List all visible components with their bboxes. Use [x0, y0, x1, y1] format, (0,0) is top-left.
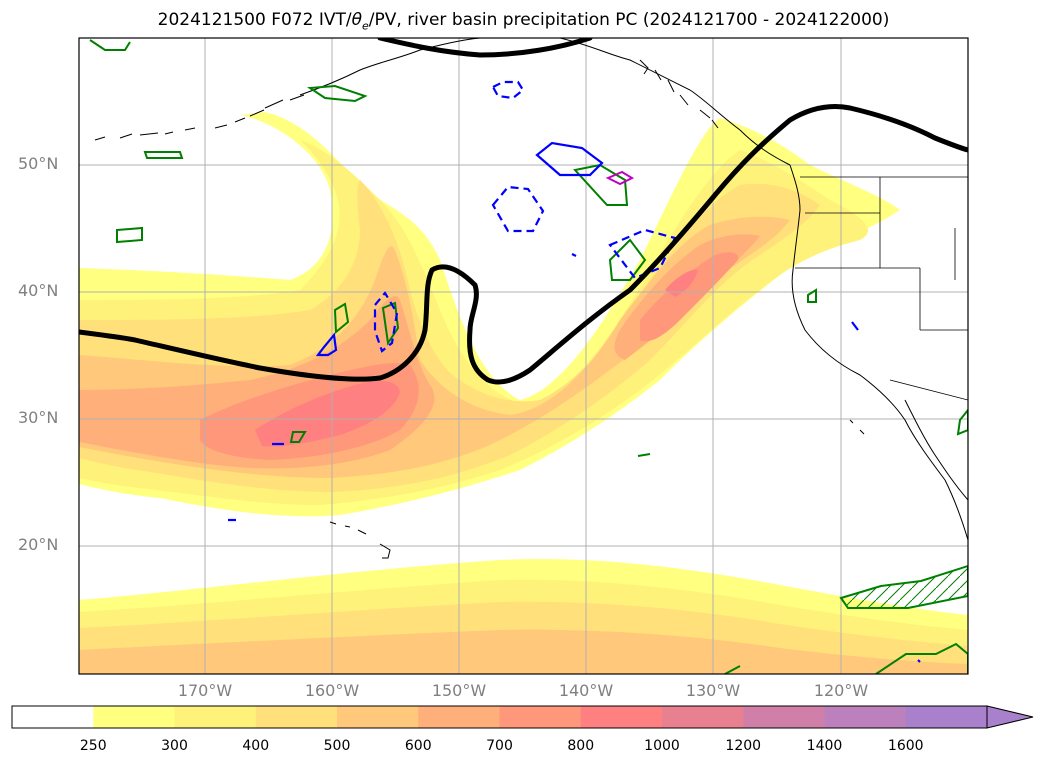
pc-neg-contour	[373, 291, 399, 353]
ivt-south-500	[79, 629, 968, 674]
colorbar-tick-label: 1600	[887, 738, 924, 754]
lon-label-120w: 120°W	[813, 681, 869, 700]
pc-positive-contours	[89, 39, 968, 674]
colorbar-swatch	[12, 706, 94, 728]
baja-small-islands	[849, 419, 865, 435]
title-theta-subscript: e	[362, 19, 369, 33]
title-theta: θ	[351, 10, 362, 30]
pc-pos-contour	[637, 453, 651, 457]
coastlines	[94, 38, 968, 559]
colorbar-tick-label: 1200	[725, 738, 762, 754]
us-mexico-border	[889, 379, 968, 401]
colorbar-tick-label: 800	[567, 738, 595, 754]
colorbar-swatch	[743, 706, 825, 728]
lon-label-130w: 130°W	[685, 681, 741, 700]
map-area	[79, 38, 968, 674]
pc-pos-contour	[724, 665, 741, 674]
colorbar-swatch	[93, 706, 175, 728]
ivt-level-800	[255, 269, 698, 447]
colorbar-tick-label: 600	[404, 738, 432, 754]
colorbar-swatch	[418, 706, 500, 728]
pc-pos-contour	[89, 39, 131, 51]
title-prefix: 2024121500 F072 IVT/	[157, 10, 352, 30]
pc-pos-contour	[289, 431, 307, 443]
lat-label-20n: 20°N	[18, 535, 59, 554]
pc-neg-contour	[228, 253, 921, 663]
colorbar-swatch	[337, 706, 419, 728]
pc-pos-contour	[307, 84, 368, 103]
aleutian-islands	[94, 94, 305, 141]
pc-hatched-region	[839, 564, 968, 609]
pc-pos-contour	[143, 151, 184, 159]
colorbar-swatch	[174, 706, 257, 728]
lon-label-140w: 140°W	[558, 681, 614, 700]
pc-pos-contour	[608, 238, 647, 281]
lat-label-30n: 30°N	[18, 408, 59, 427]
colorbar-tick-label: 300	[161, 738, 188, 754]
colorbar-tick-label: 1400	[806, 738, 843, 754]
alaska-coast	[299, 38, 791, 166]
alaska-panhandle-islands	[639, 59, 719, 129]
ivt-plume-southern	[79, 559, 968, 674]
colorbar-swatch	[499, 706, 582, 728]
colorbar-frame	[11, 705, 988, 729]
pc-pos-contour	[875, 642, 968, 674]
colorbar-extend-arrow	[986, 705, 1034, 729]
lat-label-50n: 50°N	[18, 154, 59, 173]
pc-pos-contour	[956, 408, 968, 436]
north-america-west-coast	[789, 164, 968, 541]
colorbar-swatch	[662, 706, 744, 728]
pv-contours	[79, 38, 968, 385]
colorbar-tick-label: 250	[79, 738, 107, 754]
political-borders	[795, 176, 968, 401]
map-title: 2024121500 F072 IVT/θe/PV, river basin p…	[0, 10, 1047, 32]
pc-neg-contour	[315, 332, 338, 357]
pc-neg-contour	[535, 141, 604, 177]
pc-extra-contour	[605, 170, 635, 186]
pc-pos-contour	[807, 288, 817, 303]
colorbar-swatch	[824, 706, 907, 728]
pv-contour-north	[377, 38, 593, 58]
ivt-plume-central	[79, 112, 900, 517]
colorbar	[11, 705, 1034, 729]
pc-negative-contours	[228, 80, 921, 663]
map-frame	[78, 37, 969, 675]
colorbar-swatch	[580, 706, 663, 728]
lat-label-40n: 40°N	[18, 281, 59, 300]
pc-pos-contour	[333, 302, 350, 335]
colorbar-swatch	[905, 706, 988, 728]
colorbar-tick-label: 500	[323, 738, 351, 754]
colorbar-swatch	[255, 706, 338, 728]
lon-label-150w: 150°W	[431, 681, 487, 700]
baja-coast	[904, 399, 968, 501]
pc-neg-contour	[491, 185, 545, 233]
lon-label-170w: 170°W	[177, 681, 233, 700]
colorbar-tick-label: 700	[486, 738, 513, 754]
pv-contour-main	[79, 104, 968, 385]
colorbar-tick-label: 1000	[644, 738, 680, 754]
pc-pos-contour	[573, 163, 629, 206]
colorbar-tick-label: 400	[242, 738, 270, 754]
hawaii-islands	[329, 521, 391, 559]
pc-pos-contour	[116, 226, 143, 244]
colorbar-swatches	[12, 706, 988, 728]
title-suffix: /PV, river basin precipitation PC (20241…	[368, 10, 890, 30]
lon-label-160w: 160°W	[304, 681, 360, 700]
